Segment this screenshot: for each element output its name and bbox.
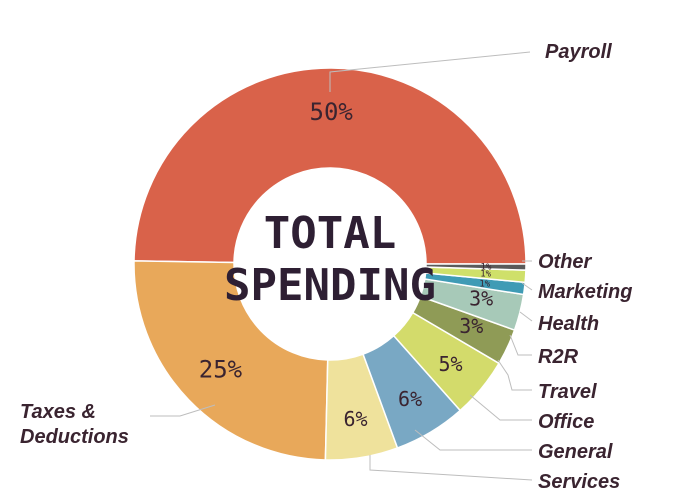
label-general: General <box>538 441 613 463</box>
center-title-line1: TOTAL <box>264 208 396 259</box>
leader-taxes <box>150 404 216 417</box>
percent-label-other: 1% <box>480 270 491 280</box>
label-taxes-line1: Taxes & <box>20 401 96 423</box>
slice-payroll <box>133 67 527 265</box>
slice-unlabeled-9 <box>425 263 527 271</box>
slices-group <box>133 67 527 461</box>
label-taxes-line2: Deductions <box>20 426 129 448</box>
label-travel: Travel <box>538 381 597 403</box>
leader-office <box>469 394 532 421</box>
leader-r2r <box>509 334 532 356</box>
leader-marketing <box>521 282 533 291</box>
percent-label-health: 3% <box>469 287 493 311</box>
percent-label-travel: 5% <box>438 352 462 376</box>
label-office: Office <box>538 411 594 433</box>
leader-health <box>519 311 533 322</box>
label-health: Health <box>538 313 599 335</box>
label-payroll: Payroll <box>545 41 612 63</box>
percent-label-taxes-deductions: 25% <box>199 355 243 383</box>
label-marketing: Marketing <box>538 281 632 303</box>
leader-services <box>369 455 533 481</box>
label-r2r: R2R <box>538 346 579 368</box>
percent-label-payroll: 50% <box>310 98 354 126</box>
percent-label-office: 6% <box>398 387 422 411</box>
slice-taxes-deductions <box>133 260 329 461</box>
leader-lines <box>150 51 533 481</box>
label-services: Services <box>538 471 620 493</box>
label-other: Other <box>538 251 593 273</box>
leader-payroll <box>329 51 531 92</box>
percent-label-r2r: 3% <box>459 314 483 338</box>
leader-travel <box>497 359 532 391</box>
percent-label-unlabeled-9: 1% <box>481 262 492 272</box>
percent-label-marketing: 1% <box>479 279 490 289</box>
percent-labels-group: 50%25%6%6%5%3%3%1%1%1% <box>199 98 493 431</box>
leader-general <box>414 429 532 451</box>
percent-label-general-services: 6% <box>343 407 367 431</box>
center-title-line2: SPENDING <box>224 260 436 311</box>
